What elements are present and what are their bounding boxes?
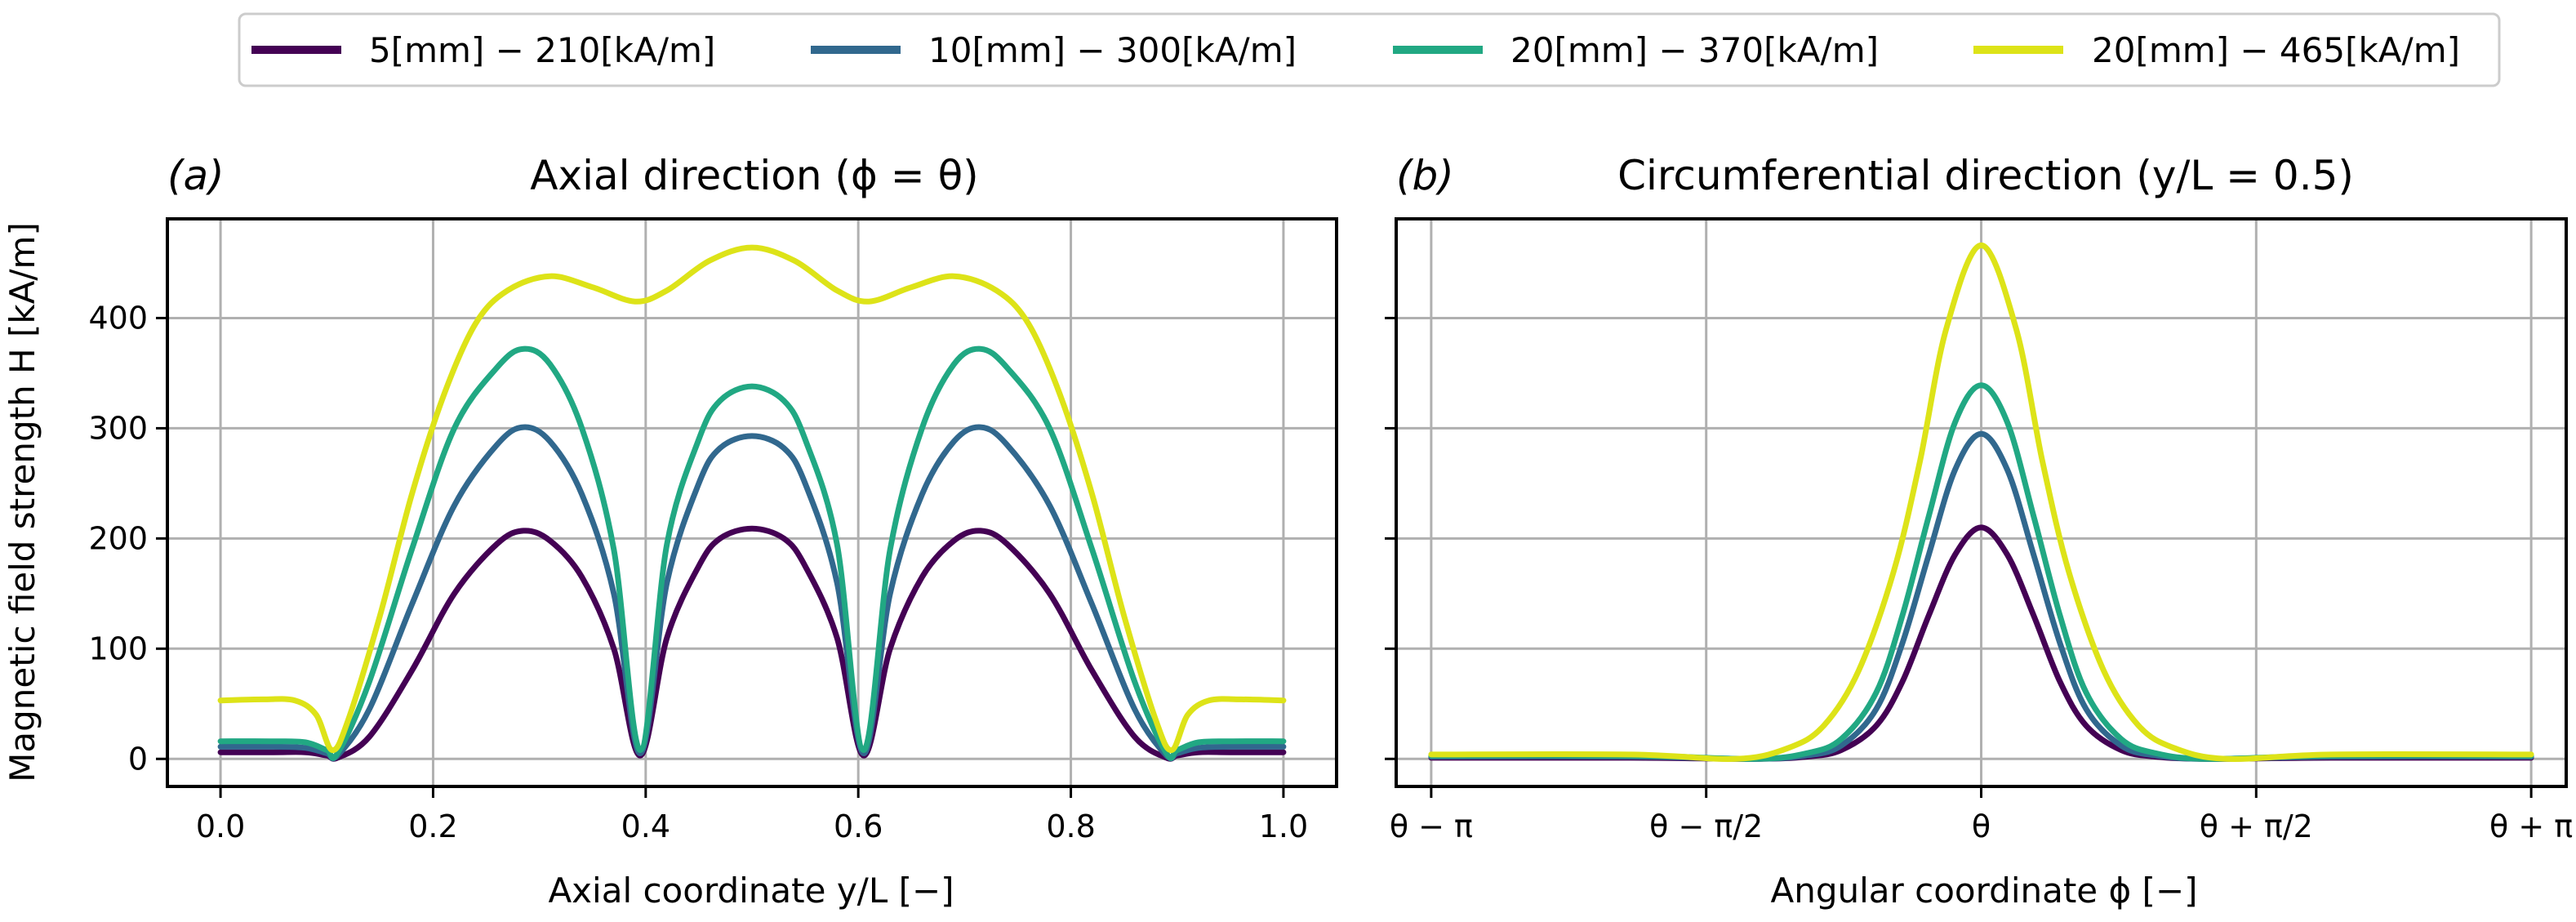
panel-a-xtick-label: 0.8 bbox=[1046, 808, 1095, 844]
panel-b: (b) Circumferential direction (y/L = 0.5… bbox=[1385, 152, 2573, 911]
panel-b-xlabel: Angular coordinate ϕ [−] bbox=[1770, 871, 2197, 911]
panel-a-xtick-label: 0.0 bbox=[196, 808, 245, 844]
legend-frame bbox=[238, 12, 2501, 87]
panel-a-xtick-label: 0.2 bbox=[408, 808, 457, 844]
panel-b-series bbox=[1428, 242, 2534, 762]
legend: 5[mm] − 210[kA/m] 10[mm] − 300[kA/m] 20[… bbox=[238, 12, 2501, 87]
panel-b-title: Circumferential direction (y/L = 0.5) bbox=[1617, 152, 2354, 199]
panel-b-grid bbox=[1396, 219, 2566, 786]
panel-a-ytick-label: 100 bbox=[88, 630, 148, 666]
panel-a-xtick-label: 0.6 bbox=[834, 808, 883, 844]
panel-a-xtick-label: 1.0 bbox=[1259, 808, 1308, 844]
panel-b-xtick-label: θ bbox=[1972, 808, 1991, 844]
panel-b-series-3 bbox=[1428, 242, 2534, 762]
panel-b-series-2 bbox=[1428, 382, 2534, 762]
legend-label-0: 5[mm] − 210[kA/m] bbox=[369, 30, 715, 70]
panel-a-ylabel: Magnetic field strength H [kA/m] bbox=[2, 222, 42, 782]
panel-a-ytick-label: 400 bbox=[88, 300, 148, 336]
panel-b-xtick-label: θ − π/2 bbox=[1649, 808, 1763, 844]
panel-a-series bbox=[217, 244, 1287, 762]
panel-a-title: Axial direction (ϕ = θ) bbox=[530, 152, 978, 199]
panel-a-ytick-label: 200 bbox=[88, 520, 148, 556]
legend-label-1: 10[mm] − 300[kA/m] bbox=[928, 30, 1297, 70]
panel-a-label: (a) bbox=[167, 152, 225, 199]
panel-b-xtick-label: θ − π bbox=[1390, 808, 1473, 844]
panel-b-xtick-label: θ + π bbox=[2489, 808, 2573, 844]
panel-a-ytick-label: 300 bbox=[88, 410, 148, 446]
panel-b-ticks: θ − π θ − π/2 θ θ + π/2 θ + π bbox=[1385, 316, 2573, 844]
panel-a-ytick-label: 0 bbox=[128, 741, 148, 777]
legend-label-3: 20[mm] − 465[kA/m] bbox=[2092, 30, 2460, 70]
panel-a-frame bbox=[166, 217, 1338, 788]
panel-a-xlabel: Axial coordinate y/L [−] bbox=[548, 871, 954, 911]
panel-a-series-3 bbox=[217, 244, 1287, 753]
panel-a-ticks: 0.0 0.2 0.4 0.6 0.8 1.0 0 100 200 300 400 bbox=[88, 300, 1308, 844]
panel-a-series-1 bbox=[217, 424, 1287, 762]
panel-a-series-2 bbox=[217, 345, 1287, 761]
panel-a-series-0 bbox=[217, 525, 1287, 762]
panel-a-grid bbox=[167, 219, 1337, 786]
panel-a-xtick-label: 0.4 bbox=[621, 808, 670, 844]
panel-b-label: (b) bbox=[1396, 152, 1454, 199]
legend-label-2: 20[mm] − 370[kA/m] bbox=[1510, 30, 1879, 70]
panel-b-xtick-label: θ + π/2 bbox=[2200, 808, 2313, 844]
panel-a: (a) Axial direction (ϕ = θ) 0.0 0.2 0.4 0.6… bbox=[2, 152, 1338, 911]
